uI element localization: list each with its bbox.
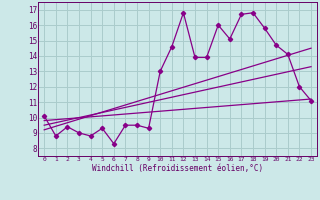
- X-axis label: Windchill (Refroidissement éolien,°C): Windchill (Refroidissement éolien,°C): [92, 164, 263, 173]
